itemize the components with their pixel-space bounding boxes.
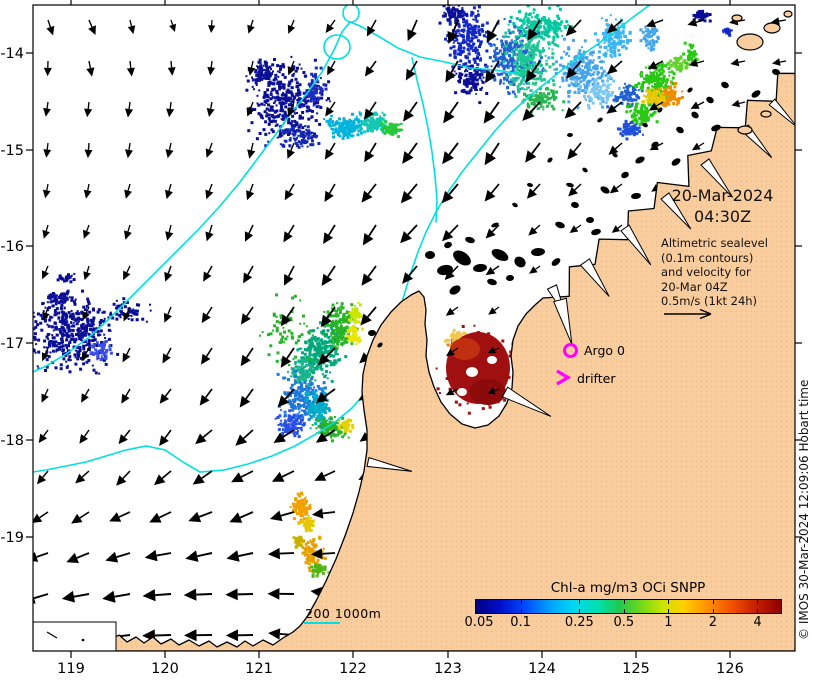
x-tick-label: 124 [528,661,556,677]
colorbar-tick [579,609,581,613]
x-tick-label: 126 [716,661,744,677]
argo-label: Argo 0 [584,343,625,358]
date-line2: 04:30Z [693,207,752,226]
y-tick-label: -16 [0,239,24,255]
note-line: (0.1m contours) [661,250,754,265]
colorbar-tick-label: 2 [708,615,718,630]
x-tick-label: 120 [151,661,179,677]
note-line: and velocity for [661,265,751,279]
y-tick-label: -15 [0,143,24,159]
contour-sample-line [304,622,340,624]
altimetry-note: Altimetric sealevel (0.1m contours) and … [661,236,801,309]
colorbar-tick-label: 1 [664,615,673,630]
colorbar-tick [520,609,522,613]
colorbar-tick [479,609,481,613]
colorbar-tick [668,609,670,613]
colorbar-tick [712,600,714,604]
y-tick-label: -14 [0,46,24,62]
colorbar-tick-label: 0.5 [613,615,635,630]
y-tick-label: -19 [0,530,24,546]
colorbar-tick-label: 0.1 [510,615,531,630]
drifter-marker-icon[interactable] [555,369,573,386]
credit-text: © IMOS 30-Mar-2024 12:09:06 Hobart time [797,379,811,640]
depth-contour-legend: 200 1000m [305,606,382,621]
velocity-scale-arrow-icon [664,308,712,320]
chlorophyll-colorbar [475,599,782,614]
colorbar-tick [623,600,625,604]
colorbar-tick-label: 0.25 [564,615,594,630]
x-tick-label: 119 [57,661,85,677]
colorbar-tick [668,600,670,604]
colorbar-tick [479,600,481,604]
y-tick-label: -18 [0,433,24,449]
date-line1: 20-Mar-2024 [671,186,774,205]
map-date-label: 20-Mar-2024 04:30Z [645,185,800,227]
colorbar-tick [579,600,581,604]
drifter-label: drifter [577,371,616,386]
map-layers [33,5,795,651]
x-tick-label: 125 [622,661,650,677]
y-tick-label: -17 [0,336,24,352]
colorbar-tick [757,600,759,604]
note-line: 0.5m/s (1kt 24h) [661,294,758,308]
colorbar-tick [757,609,759,613]
land-layer [33,10,795,651]
colorbar-tick [712,609,714,613]
argo-float-marker-icon[interactable] [563,343,578,358]
colorbar-tick-label: 4 [753,615,762,630]
x-tick-label: 122 [339,661,367,677]
colorbar-tick [623,609,625,613]
x-tick-label: 121 [245,661,273,677]
colorbar-title: Chl-a mg/m3 OCi SNPP [550,580,706,596]
axes: 119 120 121 122 123 124 125 126-14-15-16-17-18-… [0,0,802,677]
colorbar-tick [520,600,522,604]
note-line: Altimetric sealevel [661,236,768,250]
colorbar-tick-label: 0.05 [464,615,494,630]
note-line: 20-Mar 04Z [661,279,728,294]
x-tick-label: 123 [434,661,462,677]
